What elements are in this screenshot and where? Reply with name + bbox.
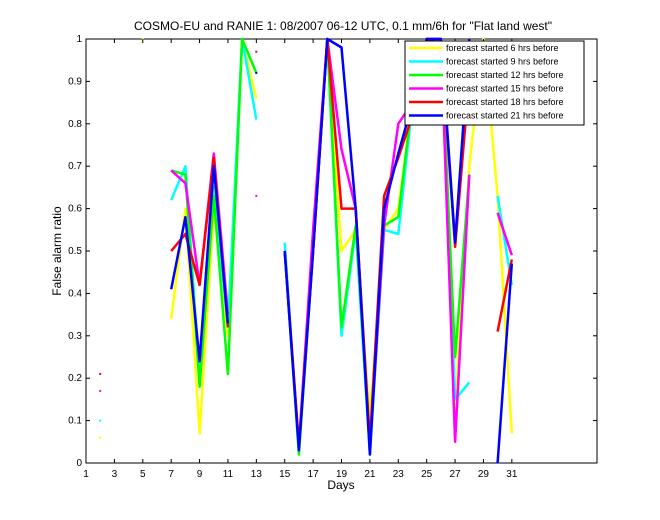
y-tick-label: 0.5 bbox=[68, 246, 82, 257]
series-line bbox=[496, 212, 513, 256]
y-tick-label: 0.9 bbox=[68, 76, 82, 87]
series-line bbox=[170, 37, 258, 388]
x-tick-label: 11 bbox=[223, 469, 234, 480]
legend-entry: forecast started 12 hrs before bbox=[446, 70, 564, 80]
x-tick-label: 15 bbox=[279, 469, 291, 480]
x-tick-label: 29 bbox=[478, 469, 490, 480]
series-6 bbox=[169, 37, 514, 464]
y-tick-label: 0.1 bbox=[68, 416, 82, 427]
y-tick-label: 0.3 bbox=[68, 331, 82, 342]
x-tick-label: 19 bbox=[336, 469, 348, 480]
y-tick-label: 1 bbox=[76, 34, 82, 45]
y-tick-label: 0.6 bbox=[68, 204, 82, 215]
legend-box bbox=[404, 40, 585, 126]
x-tick-label: 21 bbox=[364, 469, 376, 480]
series-line bbox=[283, 37, 471, 456]
legend-entry: forecast started 21 hrs before bbox=[446, 111, 564, 121]
y-tick-label: 0.2 bbox=[68, 373, 82, 384]
series-point bbox=[255, 71, 258, 74]
legend-entry: forecast started 18 hrs before bbox=[446, 97, 564, 107]
series-point bbox=[255, 50, 258, 53]
x-tick-label: 9 bbox=[197, 469, 203, 480]
x-tick-label: 13 bbox=[251, 469, 263, 480]
x-tick-label: 23 bbox=[393, 469, 405, 480]
y-tick-label: 0.4 bbox=[68, 288, 82, 299]
y-tick-label: 0.7 bbox=[68, 161, 82, 172]
x-tick-label: 25 bbox=[421, 469, 433, 480]
x-axis-label: Days bbox=[327, 478, 354, 492]
series-point bbox=[99, 419, 102, 422]
x-tick-label: 7 bbox=[168, 469, 174, 480]
series-line bbox=[169, 164, 230, 363]
series-line bbox=[496, 263, 514, 464]
x-tick-label: 3 bbox=[112, 469, 118, 480]
x-tick-label: 27 bbox=[449, 469, 461, 480]
y-axis-label: False alarm ratio bbox=[50, 206, 64, 296]
x-tick-label: 17 bbox=[308, 469, 320, 480]
x-tick-label: 5 bbox=[140, 469, 146, 480]
series-line bbox=[496, 259, 514, 332]
x-tick-label: 31 bbox=[506, 469, 518, 480]
series-point bbox=[99, 436, 102, 439]
tick-layer: 1 3 5 7 9 11 13 15 17 19 21 23 25 27 29 3100.10.20.30.4… bbox=[68, 34, 597, 480]
legend: forecast started 6 hrs before forecast st… bbox=[404, 40, 585, 126]
y-tick-label: 0.8 bbox=[68, 119, 82, 130]
legend-entry: forecast started 6 hrs before bbox=[446, 43, 559, 53]
y-tick-label: 0 bbox=[76, 458, 82, 469]
legend-entry: forecast started 9 hrs before bbox=[446, 57, 559, 67]
series-point bbox=[99, 372, 102, 375]
series-point bbox=[99, 389, 102, 392]
x-tick-label: 1 bbox=[83, 469, 89, 480]
legend-entry: forecast started 15 hrs before bbox=[446, 84, 564, 94]
series-point bbox=[255, 194, 258, 197]
chart-title: COSMO-EU and RANIE 1: 08/2007 06-12 UTC,… bbox=[134, 19, 552, 33]
